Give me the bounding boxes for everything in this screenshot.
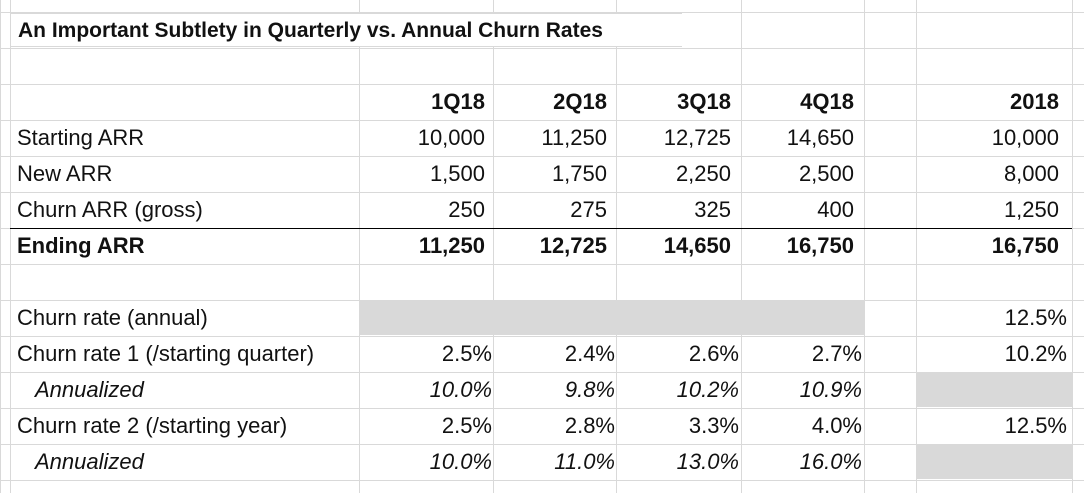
value-cell[interactable]: 1,750 bbox=[551, 161, 607, 186]
value-cell[interactable]: 11.0% bbox=[554, 449, 615, 474]
value-cell[interactable]: 3.3% bbox=[688, 413, 739, 438]
value-cell[interactable]: 1,250 bbox=[1003, 197, 1059, 222]
value-cell[interactable]: 10,000 bbox=[991, 125, 1059, 150]
value-cell[interactable]: 4.0% bbox=[811, 413, 862, 438]
row-label[interactable]: Churn ARR (gross) bbox=[17, 197, 203, 222]
value-cell[interactable]: 2,500 bbox=[798, 161, 854, 186]
value-cell[interactable]: 275 bbox=[570, 197, 607, 222]
value-cell[interactable]: 12,725 bbox=[539, 233, 607, 258]
value-cell[interactable]: 400 bbox=[817, 197, 854, 222]
value-cell[interactable]: 9.8% bbox=[564, 377, 615, 402]
value-cell[interactable]: 10.0% bbox=[429, 377, 492, 402]
value-cell[interactable]: 11,250 bbox=[418, 233, 485, 258]
value-cell[interactable]: 14,650 bbox=[663, 233, 731, 258]
table-row: Churn rate 2 (/starting year) 2.5% 2.8% … bbox=[0, 408, 1084, 444]
table-row: Starting ARR 10,000 11,250 12,725 14,650… bbox=[0, 120, 1084, 156]
value-cell[interactable]: 14,650 bbox=[786, 125, 854, 150]
shaded-cells bbox=[360, 300, 864, 335]
gridline bbox=[1072, 0, 1073, 493]
table-row: Annualized 10.0% 11.0% 13.0% 16.0% bbox=[0, 444, 1084, 480]
value-cell[interactable]: 10.2% bbox=[1004, 341, 1067, 366]
gridline bbox=[616, 0, 617, 493]
shaded-cell bbox=[917, 444, 1072, 479]
value-cell[interactable]: 2.6% bbox=[688, 341, 739, 366]
row-label[interactable]: Annualized bbox=[35, 377, 144, 402]
value-cell[interactable]: 16,750 bbox=[991, 233, 1059, 258]
table-row-total: Ending ARR 11,250 12,725 14,650 16,750 1… bbox=[0, 228, 1084, 264]
value-cell[interactable]: 2.5% bbox=[441, 413, 492, 438]
table-row: Churn ARR (gross) 250 275 325 400 1,250 bbox=[0, 192, 1084, 228]
row-label[interactable]: Churn rate (annual) bbox=[17, 305, 208, 330]
header-cell[interactable]: 4Q18 bbox=[800, 89, 854, 114]
value-cell[interactable]: 10.2% bbox=[676, 377, 739, 402]
gridline bbox=[916, 0, 917, 493]
table-row: Churn rate (annual) 12.5% bbox=[0, 300, 1084, 336]
table-row: New ARR 1,500 1,750 2,250 2,500 8,000 bbox=[0, 156, 1084, 192]
row-label[interactable]: Churn rate 2 (/starting year) bbox=[17, 413, 288, 438]
row-label[interactable]: New ARR bbox=[17, 161, 113, 186]
value-cell[interactable]: 2.8% bbox=[564, 413, 615, 438]
value-cell[interactable]: 10.0% bbox=[429, 449, 492, 474]
header-row: 1Q18 2Q18 3Q18 4Q18 2018 bbox=[0, 84, 1084, 120]
value-cell[interactable]: 8,000 bbox=[1003, 161, 1059, 186]
value-cell[interactable]: 12.5% bbox=[1004, 305, 1067, 330]
header-cell[interactable]: 2018 bbox=[1010, 89, 1059, 114]
shaded-cell bbox=[917, 372, 1072, 407]
value-cell[interactable]: 2.4% bbox=[564, 341, 615, 366]
row-label[interactable]: Starting ARR bbox=[17, 125, 145, 150]
row-label[interactable]: Annualized bbox=[35, 449, 144, 474]
value-cell[interactable]: 1,500 bbox=[429, 161, 485, 186]
value-cell[interactable]: 10.9% bbox=[799, 377, 862, 402]
value-cell[interactable]: 250 bbox=[448, 197, 485, 222]
value-cell[interactable]: 11,250 bbox=[541, 125, 607, 150]
gridline bbox=[493, 0, 494, 493]
table-row: Churn rate 1 (/starting quarter) 2.5% 2.… bbox=[0, 336, 1084, 372]
value-cell[interactable]: 10,000 bbox=[417, 125, 485, 150]
value-cell[interactable]: 2.7% bbox=[811, 341, 862, 366]
gridline bbox=[359, 0, 360, 493]
gridline bbox=[741, 0, 742, 493]
total-underline bbox=[10, 228, 1072, 229]
value-cell[interactable]: 2,250 bbox=[675, 161, 731, 186]
value-cell[interactable]: 12,725 bbox=[663, 125, 731, 150]
row-label[interactable]: Churn rate 1 (/starting quarter) bbox=[17, 341, 315, 366]
value-cell[interactable]: 2.5% bbox=[441, 341, 492, 366]
header-cell[interactable]: 2Q18 bbox=[553, 89, 607, 114]
gridline bbox=[10, 0, 11, 493]
table-row: Annualized 10.0% 9.8% 10.2% 10.9% bbox=[0, 372, 1084, 408]
header-cell[interactable]: 1Q18 bbox=[431, 89, 485, 114]
row-label[interactable]: Ending ARR bbox=[17, 233, 145, 258]
header-cell[interactable]: 3Q18 bbox=[677, 89, 731, 114]
gridline bbox=[864, 0, 865, 493]
value-cell[interactable]: 16,750 bbox=[786, 233, 854, 258]
value-cell[interactable]: 13.0% bbox=[676, 449, 739, 474]
sheet-title[interactable]: An Important Subtlety in Quarterly vs. A… bbox=[10, 13, 682, 47]
value-cell[interactable]: 325 bbox=[694, 197, 731, 222]
value-cell[interactable]: 12.5% bbox=[1004, 413, 1067, 438]
value-cell[interactable]: 16.0% bbox=[799, 449, 862, 474]
